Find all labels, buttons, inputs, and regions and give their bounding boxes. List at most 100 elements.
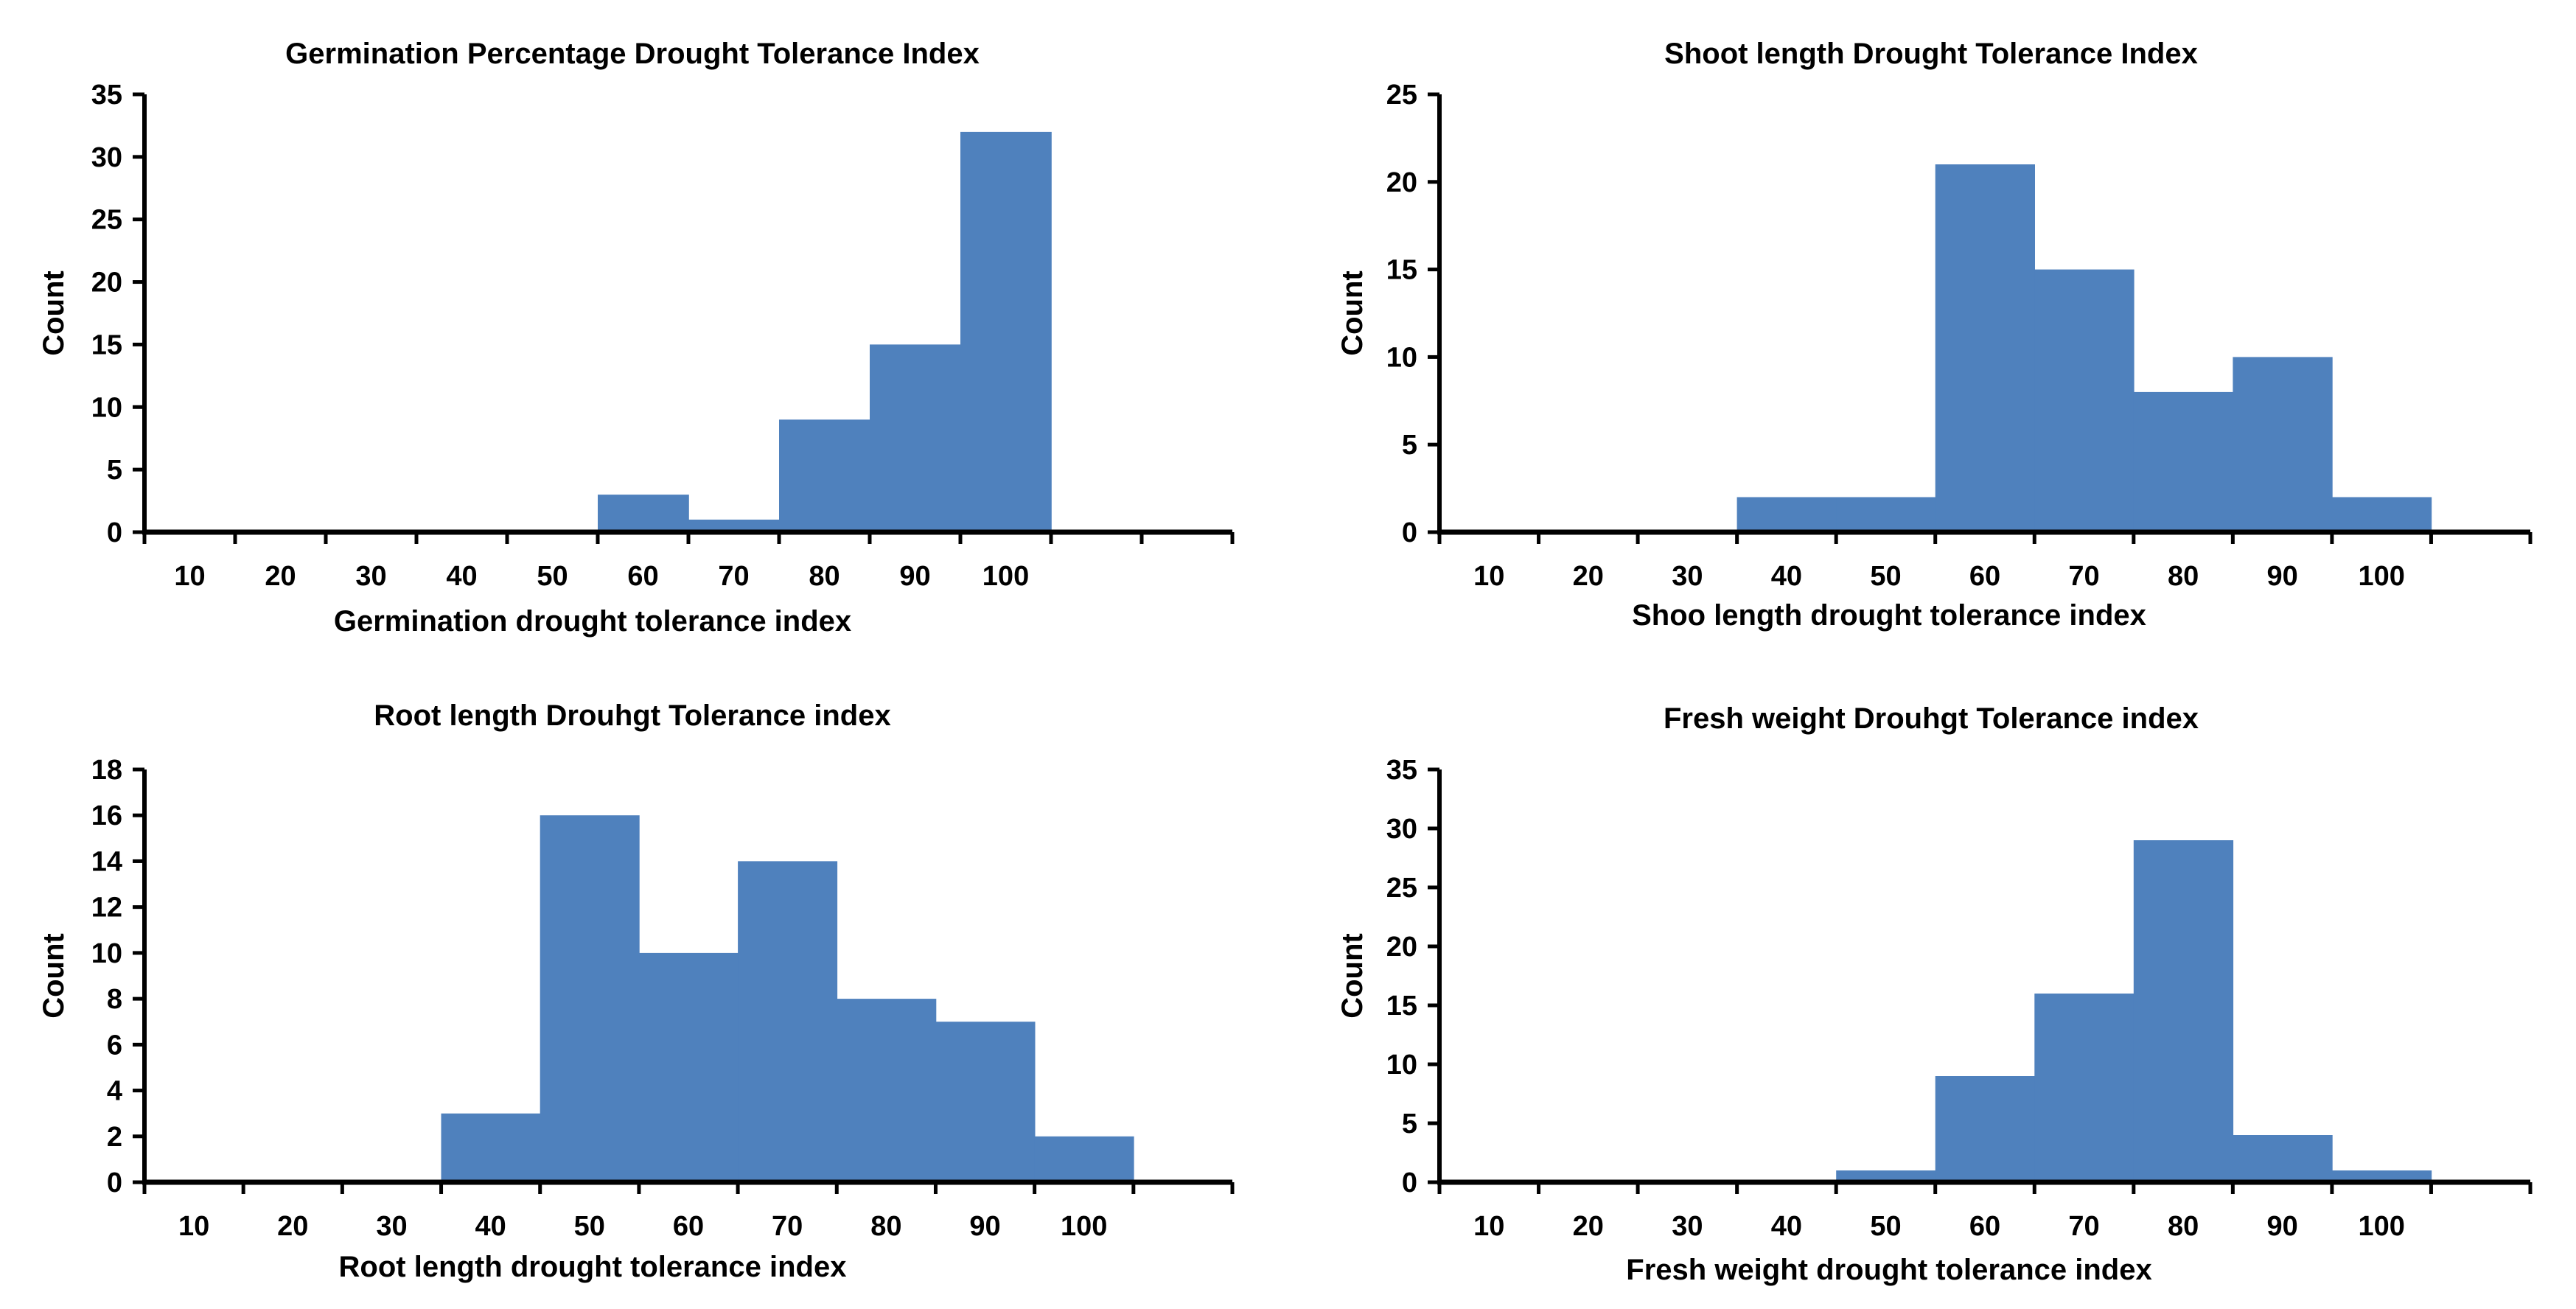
y-tick-label: 15: [1386, 991, 1417, 1022]
x-tick-label: 30: [355, 561, 386, 592]
y-tick-label: 0: [107, 1167, 122, 1198]
x-tick-label: 40: [446, 561, 477, 592]
y-tick-label: 6: [107, 1030, 122, 1061]
chart-panel-2: 0 5 10 15 20 25 10 20 30 40 50 60 70 80 90 100 Shoot len…: [1336, 38, 2533, 632]
bar-100: [1034, 1136, 1134, 1182]
y-tick-label: 15: [91, 329, 122, 360]
bar-50: [1836, 497, 1936, 532]
y-tick-label: 20: [1386, 167, 1417, 198]
bar-60: [638, 952, 739, 1182]
y-tick-label: 16: [91, 800, 122, 831]
bar-70: [2034, 994, 2135, 1182]
x-tick-label: 10: [178, 1211, 209, 1242]
x-tick-label: 30: [376, 1211, 407, 1242]
bar-100: [2331, 497, 2432, 532]
bar-60: [598, 495, 689, 532]
bar-60: [1935, 164, 2035, 532]
y-tick-label: 14: [91, 846, 122, 877]
y-tick-label: 5: [107, 455, 122, 486]
y-tick-label: 20: [1386, 932, 1417, 963]
x-tick-label: 50: [1870, 561, 1901, 592]
chart-panel-4: 0 5 10 15 20 25 30 35 10 20 30 40 50 60 70 80 90 100 Fresh…: [1336, 702, 2533, 1286]
x-tick-label: 60: [1969, 561, 2000, 592]
y-tick-label: 35: [91, 80, 122, 111]
x-tick-label: 40: [475, 1211, 506, 1242]
y-tick-label: 25: [1386, 873, 1417, 904]
x-tick-label: 20: [1573, 561, 1604, 592]
y-tick-label: 10: [1386, 1050, 1417, 1081]
y-tick-label: 20: [91, 268, 122, 299]
chart-title: Shoot length Drought Tolerance Index: [1664, 38, 2198, 70]
x-axis-label: Shoo length drought tolerance index: [1632, 599, 2146, 632]
y-tick-label: 8: [107, 984, 122, 1015]
x-tick-label: 10: [1473, 1211, 1504, 1242]
y-tick-label: 10: [91, 392, 122, 423]
chart-title: Germination Percentage Drought Tolerance…: [285, 38, 980, 70]
bar-70: [688, 520, 780, 532]
bar-100: [2331, 1170, 2432, 1182]
x-tick-label: 20: [277, 1211, 308, 1242]
x-tick-label: 80: [2168, 1211, 2199, 1242]
bar-50: [540, 815, 640, 1182]
x-tick-label: 90: [2266, 1211, 2297, 1242]
y-tick-label: 5: [1402, 430, 1417, 461]
y-axis-label: Count: [1336, 933, 1369, 1019]
x-tick-label: 30: [1672, 561, 1703, 592]
x-tick-label: 80: [870, 1211, 901, 1242]
y-tick-label: 2: [107, 1122, 122, 1153]
x-tick-label: 80: [2168, 561, 2199, 592]
y-tick-label: 18: [91, 755, 122, 786]
x-tick-label: 50: [1870, 1211, 1901, 1242]
chart-title: Root length Drouhgt Tolerance index: [374, 699, 890, 732]
y-tick-label: 5: [1402, 1109, 1417, 1139]
y-axis-label: Count: [38, 270, 70, 356]
chart-panel-3: 0 2 4 6 8 10 12 14 16 18 10 20 30 40 50 60 70 80 90 100 Root…: [38, 699, 1235, 1283]
y-tick-label: 10: [1386, 342, 1417, 373]
bar-80: [2133, 840, 2234, 1182]
x-tick-label: 100: [1061, 1211, 1107, 1242]
x-tick-label: 40: [1771, 561, 1802, 592]
chart-title: Fresh weight Drouhgt Tolerance index: [1664, 702, 2199, 735]
y-tick-label: 25: [91, 205, 122, 236]
x-tick-label: 60: [627, 561, 658, 592]
x-tick-label: 100: [2358, 561, 2404, 592]
bar-60: [1935, 1076, 2035, 1182]
bar-40: [441, 1113, 541, 1182]
chart-panel-1: 0 5 10 15 20 25 30 35 10 20 30 40 50 60 70 80 90 100 Germi…: [38, 38, 1235, 638]
y-tick-label: 35: [1386, 755, 1417, 786]
x-axis-label: Fresh weight drought tolerance index: [1626, 1254, 2151, 1286]
bar-90: [870, 344, 961, 532]
x-tick-label: 60: [673, 1211, 704, 1242]
x-tick-label: 90: [969, 1211, 1000, 1242]
y-tick-label: 4: [107, 1076, 122, 1107]
x-tick-label: 10: [1473, 561, 1504, 592]
x-tick-label: 70: [772, 1211, 803, 1242]
bar-80: [779, 419, 870, 532]
y-tick-label: 15: [1386, 255, 1417, 286]
y-tick-label: 25: [1386, 80, 1417, 111]
x-tick-label: 30: [1672, 1211, 1703, 1242]
bar-40: [1736, 497, 1837, 532]
y-axis-label: Count: [1336, 270, 1369, 356]
x-tick-label: 40: [1771, 1211, 1802, 1242]
x-tick-label: 60: [1969, 1211, 2000, 1242]
x-tick-label: 80: [809, 561, 840, 592]
x-tick-label: 20: [1573, 1211, 1604, 1242]
x-tick-label: 10: [174, 561, 205, 592]
bar-80: [2133, 391, 2234, 532]
y-tick-label: 10: [91, 938, 122, 969]
bar-90: [2233, 1135, 2333, 1182]
bar-90: [2233, 357, 2333, 532]
bar-100: [960, 131, 1052, 532]
x-tick-label: 70: [718, 561, 749, 592]
x-axis-label: Germination drought tolerance index: [334, 605, 851, 638]
x-tick-label: 50: [537, 561, 568, 592]
y-axis-label: Count: [38, 933, 70, 1019]
x-tick-label: 100: [2358, 1211, 2404, 1242]
bar-70: [738, 861, 838, 1182]
y-tick-label: 0: [1402, 1167, 1417, 1198]
y-tick-label: 0: [107, 517, 122, 548]
y-tick-label: 12: [91, 893, 122, 924]
